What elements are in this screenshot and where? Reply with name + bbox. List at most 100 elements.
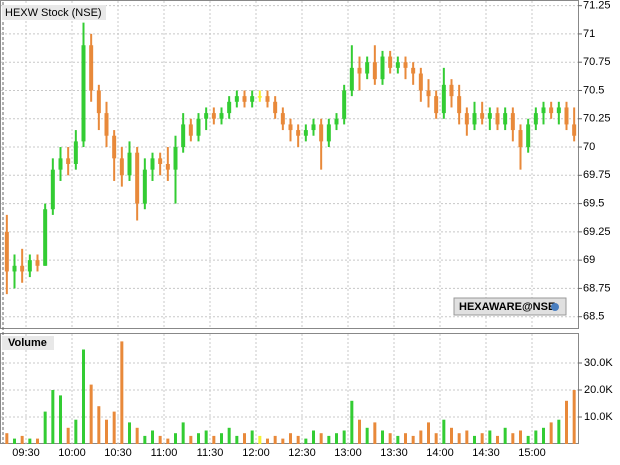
volume-bar (289, 433, 292, 444)
volume-bar (503, 427, 507, 444)
volume-bar (511, 433, 515, 444)
volume-bar (373, 422, 377, 444)
price-body (541, 107, 546, 114)
volume-bar (534, 430, 538, 444)
price-body (158, 158, 163, 164)
price-body (510, 113, 515, 131)
price-body (81, 45, 86, 142)
price-body (196, 118, 201, 136)
x-tick-label: 12:30 (288, 447, 316, 459)
price-panel (0, 0, 579, 329)
volume-bar (549, 422, 553, 444)
x-tick-label: 15:00 (518, 447, 546, 459)
price-body (12, 265, 17, 272)
y-tick-label: 71.25 (583, 0, 611, 12)
price-body (265, 96, 270, 102)
watermark-box (453, 297, 567, 316)
x-tick-label: 14:30 (472, 447, 500, 459)
volume-bar (542, 427, 545, 444)
price-body (219, 113, 224, 119)
x-tick-label: 11:00 (151, 447, 178, 459)
volume-bar (419, 430, 423, 444)
price-body (303, 130, 308, 136)
volume-bar (158, 435, 162, 444)
x-tick-label: 12:00 (242, 447, 270, 459)
x-tick-label: 09:30 (12, 447, 40, 459)
volume-bar (166, 438, 170, 444)
volume-bar (304, 438, 308, 444)
price-body (487, 113, 492, 119)
volume-bar (358, 419, 361, 444)
volume-bar (143, 435, 147, 444)
volume-bar (135, 427, 139, 444)
volume-bar (434, 433, 438, 444)
watermark-icon (551, 303, 559, 311)
volume-bar (66, 427, 70, 444)
price-body (395, 62, 400, 68)
volume-title-box (2, 336, 54, 350)
volume-bar (557, 419, 561, 444)
volume-bar (396, 435, 400, 444)
price-body (449, 84, 454, 97)
price-body (342, 90, 347, 119)
volume-bar (526, 435, 530, 444)
price-body (564, 107, 569, 125)
price-body (127, 152, 132, 176)
volume-bar (442, 419, 446, 444)
price-body (142, 169, 147, 204)
volume-bar (89, 384, 93, 444)
x-tick-label: 11:30 (197, 447, 224, 459)
volume-bar (36, 438, 39, 444)
price-body (211, 113, 216, 119)
price-body (242, 96, 247, 102)
volume-bar (5, 433, 9, 444)
price-body (388, 56, 393, 68)
volume-bar (266, 438, 269, 444)
price-body (426, 90, 431, 97)
volume-bar (312, 430, 315, 444)
price-body (43, 209, 48, 266)
price-body (480, 113, 485, 119)
volume-bar (465, 430, 469, 444)
volume-bar (13, 438, 16, 444)
price-body (273, 101, 278, 114)
volume-bar (250, 430, 254, 444)
price-body (357, 67, 362, 74)
price-body (556, 107, 561, 114)
y-tick-label: 69.75 (583, 169, 611, 181)
price-body (372, 62, 377, 80)
price-body (35, 260, 40, 266)
price-body (334, 118, 339, 125)
volume-bar (350, 400, 354, 444)
price-body (4, 231, 9, 272)
volume-bar (235, 435, 239, 444)
y-tick-label: 68.75 (583, 282, 611, 294)
volume-bar (128, 422, 131, 444)
volume-bar (473, 435, 476, 444)
chart-title: HEXW Stock (NSE) (5, 7, 102, 19)
volume-bar (404, 433, 407, 444)
price-body (441, 84, 446, 114)
volume-bar (565, 400, 568, 444)
price-body (403, 62, 408, 68)
price-body (518, 130, 523, 148)
volume-bar (388, 433, 392, 444)
price-body (296, 130, 301, 136)
volume-bar (105, 419, 108, 444)
price-body (495, 113, 500, 125)
y-tick-label: 70.25 (583, 113, 611, 125)
price-body (472, 113, 477, 125)
price-body (135, 152, 140, 204)
volume-bar (112, 411, 116, 444)
volume-bar (59, 395, 62, 444)
price-body (434, 96, 439, 114)
volume-bar (496, 435, 499, 444)
y-tick-label: 68.5 (583, 311, 604, 323)
price-body (549, 107, 554, 114)
price-body (365, 62, 370, 74)
x-tick-label: 10:30 (104, 447, 132, 459)
y-tick-label: 70 (583, 141, 595, 153)
price-body (326, 124, 331, 142)
price-body (457, 96, 462, 114)
